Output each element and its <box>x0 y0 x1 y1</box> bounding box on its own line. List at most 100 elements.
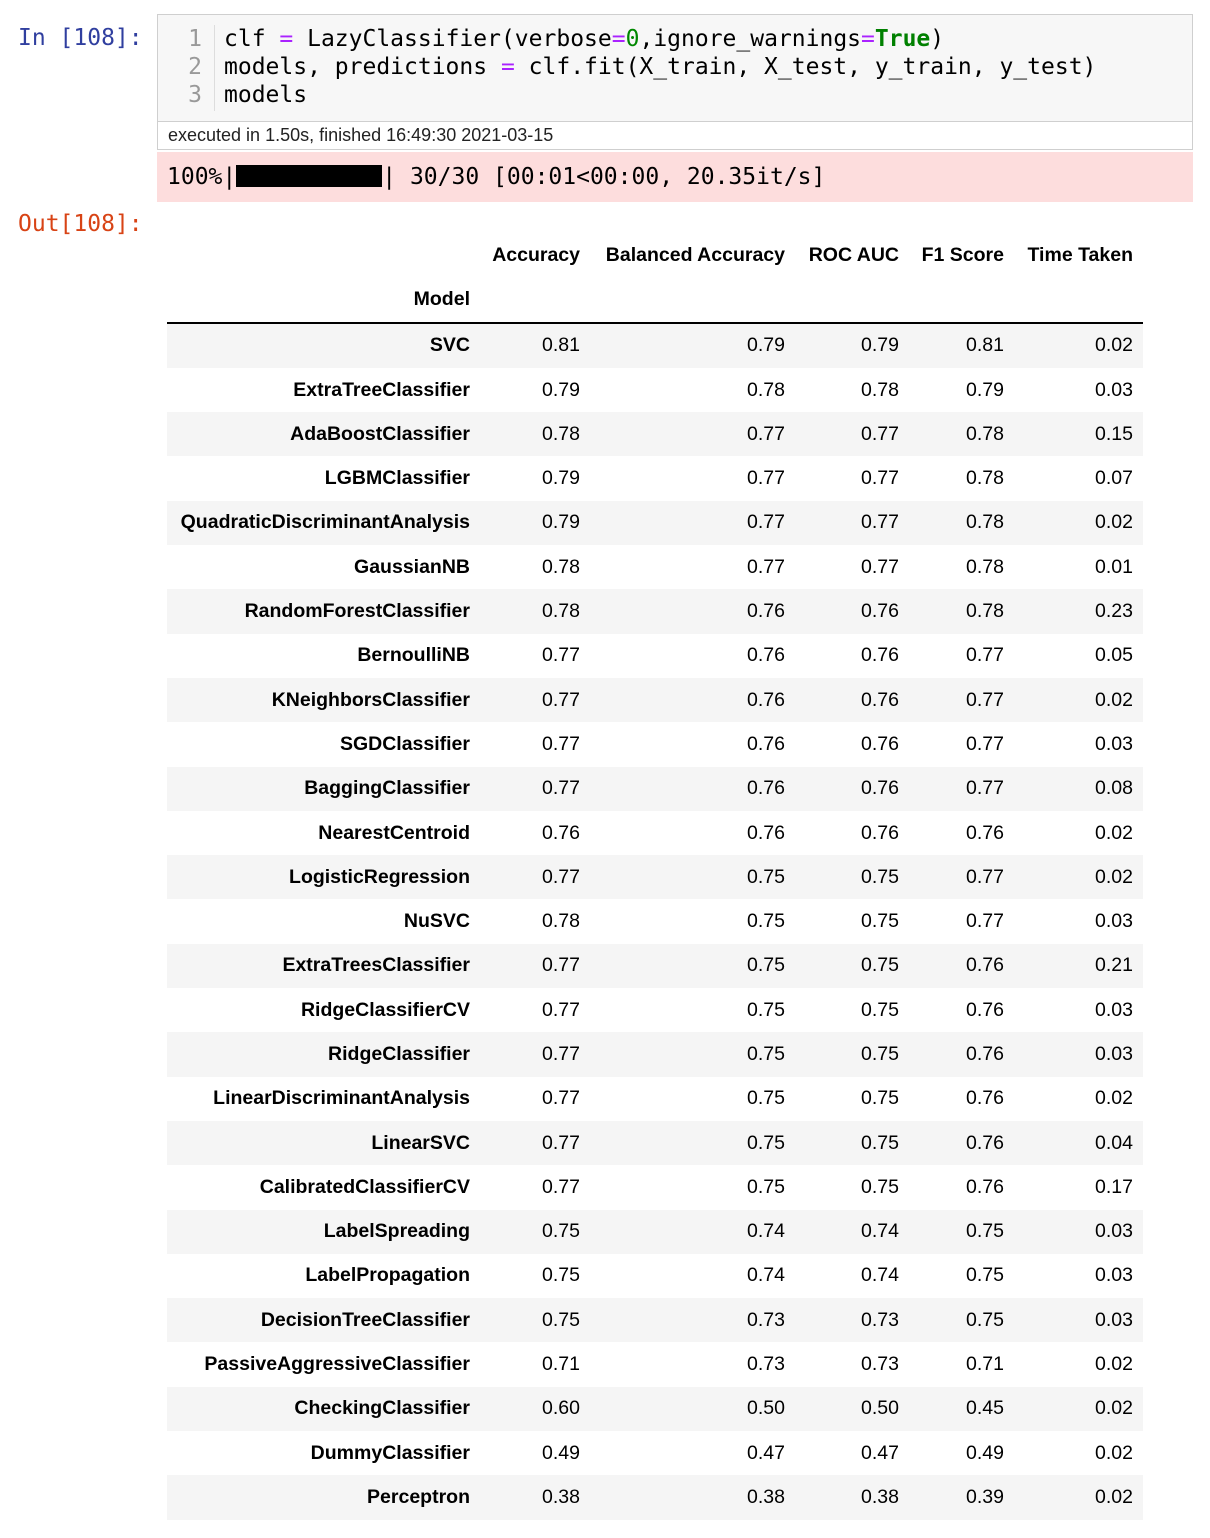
code-token: True <box>874 26 931 52</box>
row-label: ExtraTreesClassifier <box>282 954 470 977</box>
code: clf = LazyClassifier(verbose=0,ignore_wa… <box>224 25 1096 109</box>
table-cell: 0.77 <box>861 467 899 490</box>
table-cell: 0.76 <box>966 954 1004 977</box>
table-cell: 0.78 <box>542 422 580 445</box>
table-cell: 0.77 <box>966 732 1004 755</box>
column-header: F1 Score <box>921 243 1004 266</box>
table-cell: 0.76 <box>861 732 899 755</box>
table-cell: 0.50 <box>861 1397 899 1420</box>
row-label: RandomForestClassifier <box>244 600 470 623</box>
table-row: LinearDiscriminantAnalysis 0.77 0.75 0.75 0.… <box>167 1077 1143 1121</box>
table-cell: 0.79 <box>542 511 580 534</box>
table-cell: 0.75 <box>542 1220 580 1243</box>
header-cell <box>480 277 590 324</box>
row-label: QuadraticDiscriminantAnalysis <box>180 511 470 534</box>
table-cell: 0.79 <box>542 378 580 401</box>
row-label: SGDClassifier <box>339 732 470 755</box>
table-cell: 0.04 <box>1095 1131 1133 1154</box>
table-row: CheckingClassifier 0.60 0.50 0.50 0.45 0.02 <box>167 1386 1143 1432</box>
table-cell: 0.77 <box>542 865 580 888</box>
index-header-row: Model <box>167 277 1143 324</box>
code-token: ,ignore_warnings <box>639 26 862 52</box>
table-cell: 0.23 <box>1095 600 1133 623</box>
table-cell: 0.76 <box>542 821 580 844</box>
row-label: SVC <box>429 334 470 357</box>
row-label: LogisticRegression <box>289 865 470 888</box>
table-row: LabelPropagation 0.75 0.74 0.74 0.75 0.03 <box>167 1254 1143 1298</box>
table-cell: 0.73 <box>861 1308 899 1331</box>
header-row: Accuracy Balanced Accuracy ROC AUC F1 Score… <box>167 233 1143 277</box>
table-cell: 0.76 <box>747 777 785 800</box>
table-cell: 0.01 <box>1095 555 1133 578</box>
table-cell: 0.75 <box>861 865 899 888</box>
table-row: ExtraTreeClassifier 0.79 0.78 0.78 0.79 0.03 <box>167 368 1143 412</box>
table-row: RidgeClassifier 0.77 0.75 0.75 0.76 0.03 <box>167 1032 1143 1077</box>
table-cell: 0.77 <box>542 998 580 1021</box>
table-row: KNeighborsClassifier 0.77 0.76 0.76 0.77 0.02 <box>167 677 1143 723</box>
table-cell: 0.77 <box>542 644 580 667</box>
code-token: = <box>500 54 515 80</box>
table-cell: 0.71 <box>966 1353 1004 1376</box>
code-token: models, predictions <box>224 54 501 80</box>
table-cell: 0.60 <box>542 1397 580 1420</box>
table-cell: 0.38 <box>861 1485 899 1508</box>
table-cell: 0.77 <box>861 511 899 534</box>
table-cell: 0.75 <box>542 1264 580 1287</box>
table-cell: 0.77 <box>542 1131 580 1154</box>
table-cell: 0.76 <box>861 777 899 800</box>
table-row: SGDClassifier 0.77 0.76 0.76 0.77 0.03 <box>167 722 1143 766</box>
table-cell: 0.76 <box>966 821 1004 844</box>
table-cell: 0.77 <box>747 511 785 534</box>
table-cell: 0.75 <box>861 998 899 1021</box>
table-cell: 0.78 <box>861 378 899 401</box>
code-line: models <box>224 81 1096 109</box>
table-cell: 0.78 <box>966 422 1004 445</box>
row-label: DecisionTreeClassifier <box>260 1308 470 1331</box>
row-label: CalibratedClassifierCV <box>259 1175 470 1198</box>
table-cell: 0.75 <box>747 1042 785 1065</box>
table-row: BaggingClassifier 0.77 0.76 0.76 0.77 0.08 <box>167 766 1143 811</box>
table-cell: 0.75 <box>861 910 899 933</box>
table-cell: 0.76 <box>747 644 785 667</box>
table-cell: 0.75 <box>747 910 785 933</box>
table-row: BernoulliNB 0.77 0.76 0.76 0.77 0.05 <box>167 634 1143 678</box>
table-cell: 0.77 <box>542 954 580 977</box>
table-cell: 0.77 <box>966 777 1004 800</box>
table-cell: 0.81 <box>966 334 1004 357</box>
table-cell: 0.74 <box>861 1264 899 1287</box>
table-cell: 0.78 <box>966 467 1004 490</box>
table-row: SVC 0.81 0.79 0.79 0.81 0.02 <box>167 322 1143 368</box>
code-token: clf <box>224 26 280 52</box>
table-cell: 0.76 <box>861 821 899 844</box>
table-cell: 0.74 <box>861 1220 899 1243</box>
table-row: AdaBoostClassifier 0.78 0.77 0.77 0.78 0.15 <box>167 412 1143 457</box>
table-row: DecisionTreeClassifier 0.75 0.73 0.73 0.75 0.… <box>167 1298 1143 1343</box>
code-token: clf.fit(X_train, X_test, y_train, y_test… <box>514 54 1097 80</box>
table-cell: 0.77 <box>966 910 1004 933</box>
table-row: LinearSVC 0.77 0.75 0.75 0.76 0.04 <box>167 1120 1143 1166</box>
table-cell: 0.77 <box>747 422 785 445</box>
table-row: NearestCentroid 0.76 0.76 0.76 0.76 0.02 <box>167 811 1143 855</box>
column-header: Time Taken <box>1027 243 1134 266</box>
table-cell: 0.76 <box>966 998 1004 1021</box>
table-cell: 0.79 <box>542 467 580 490</box>
table-cell: 0.02 <box>1095 1485 1133 1508</box>
row-label: NuSVC <box>403 910 470 933</box>
table-cell: 0.77 <box>966 644 1004 667</box>
table-row: QuadraticDiscriminantAnalysis 0.79 0.77 0.7… <box>167 500 1143 546</box>
table-cell: 0.78 <box>966 600 1004 623</box>
table-cell: 0.76 <box>966 1131 1004 1154</box>
table-cell: 0.02 <box>1095 1087 1133 1110</box>
code-token: ) <box>930 26 945 52</box>
table-cell: 0.47 <box>861 1441 899 1464</box>
table-cell: 0.75 <box>747 865 785 888</box>
code-token: = <box>611 26 626 52</box>
stderr-output: 100%| | 30/30 [00:01<00:00, 20.35it/s] <box>157 152 1193 202</box>
row-label: RidgeClassifier <box>328 1042 470 1065</box>
table-cell: 0.75 <box>861 1087 899 1110</box>
table-row: DummyClassifier 0.49 0.47 0.47 0.49 0.02 <box>167 1431 1143 1475</box>
table-cell: 0.47 <box>747 1441 785 1464</box>
table-cell: 0.75 <box>861 954 899 977</box>
row-label: DummyClassifier <box>310 1441 470 1464</box>
